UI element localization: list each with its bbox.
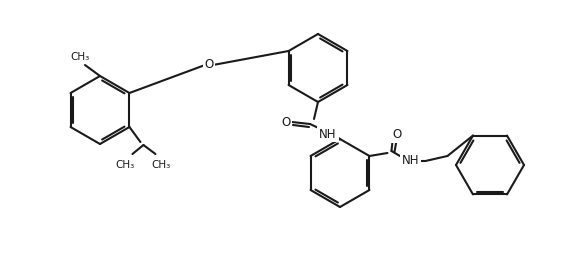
Text: O: O xyxy=(282,116,291,128)
Text: CH₃: CH₃ xyxy=(116,160,135,170)
Text: CH₃: CH₃ xyxy=(152,160,171,170)
Text: CH₃: CH₃ xyxy=(70,52,89,62)
Text: O: O xyxy=(205,58,214,70)
Text: O: O xyxy=(393,128,402,142)
Text: NH: NH xyxy=(319,128,337,140)
Text: NH: NH xyxy=(402,154,419,168)
